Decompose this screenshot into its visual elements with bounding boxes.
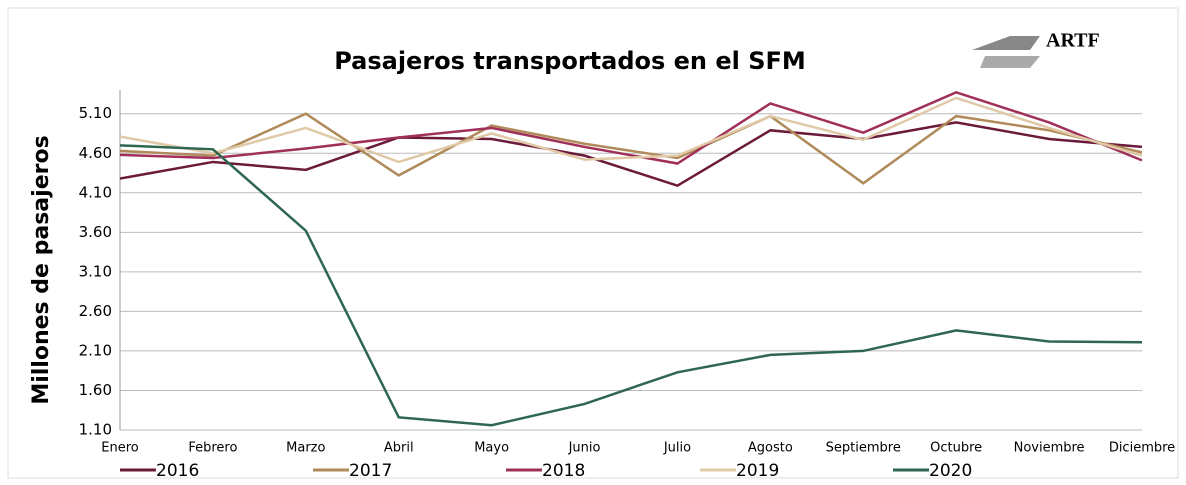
x-tick-label: Mayo: [474, 441, 509, 456]
x-tick-label: Diciembre: [1109, 441, 1175, 456]
y-tick-label: 2.60: [79, 302, 112, 320]
x-tick-label: Octubre: [930, 441, 982, 456]
y-tick-label: 1.60: [79, 381, 112, 399]
legend-label: 2019: [736, 461, 779, 481]
legend-label: 2018: [542, 461, 585, 481]
frame: [7, 7, 1179, 479]
y-tick-label: 2.10: [79, 341, 112, 359]
y-tick-label: 4.60: [79, 144, 112, 162]
line-series: [119, 112, 1143, 185]
logo-shape: [980, 56, 1040, 68]
legend-label: 2016: [156, 461, 199, 481]
line-series: [119, 96, 1143, 164]
line-series: [119, 91, 1143, 165]
line-series: [119, 144, 1143, 427]
x-tick-label: Julio: [663, 441, 691, 456]
line-series: [119, 121, 1143, 188]
chart-title: Pasajeros transportados en el SFM: [334, 47, 806, 75]
legend-label: 2020: [929, 461, 972, 481]
x-tick-label: Septiembre: [826, 441, 901, 456]
y-tick-label: 1.10: [79, 421, 112, 439]
x-tick-label: Abril: [384, 441, 414, 456]
x-tick-label: Enero: [101, 441, 139, 456]
x-tick-label: Agosto: [748, 441, 793, 456]
y-tick-label: 4.10: [79, 183, 112, 201]
logo-shape: [972, 36, 1040, 50]
y-axis-label: Millones de pasajeros: [29, 135, 54, 404]
x-tick-label: Marzo: [286, 441, 325, 456]
x-tick-label: Junio: [568, 441, 601, 456]
y-tick-label: 3.60: [79, 223, 112, 241]
logo: ARTF: [972, 30, 1100, 68]
logo-text: ARTF: [1046, 30, 1100, 52]
x-tick-label: Febrero: [188, 441, 237, 456]
y-tick-label: 5.10: [79, 104, 112, 122]
y-tick-label: 3.10: [79, 262, 112, 280]
x-tick-label: Noviembre: [1014, 441, 1085, 456]
legend-label: 2017: [349, 461, 392, 481]
